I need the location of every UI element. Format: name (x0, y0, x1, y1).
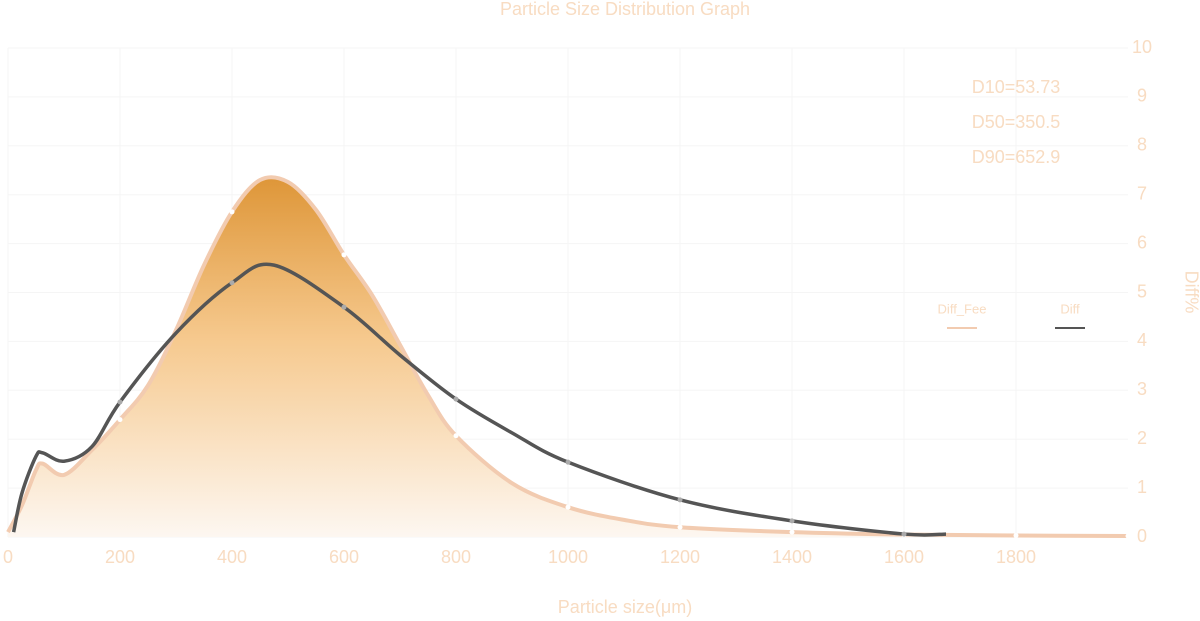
line (11, 262, 947, 537)
point (565, 504, 571, 510)
point (341, 304, 347, 310)
x-tick-label: 800 (441, 547, 471, 567)
point (117, 417, 123, 423)
annotation: D50=350.5 (972, 112, 1061, 132)
x-tick-label: 1200 (660, 547, 700, 567)
point (677, 524, 683, 530)
y-tick-label: 2 (1137, 428, 1147, 448)
x-tick-label: 1600 (884, 547, 924, 567)
y-tick-label: 6 (1137, 232, 1147, 252)
point (229, 209, 235, 215)
x-tick-label: 600 (329, 547, 359, 567)
y-tick-label: 9 (1137, 86, 1147, 106)
x-axis-label: Particle size(μm) (558, 597, 692, 617)
y-tick-label: 10 (1132, 37, 1152, 57)
x-tick-label: 400 (217, 547, 247, 567)
point (117, 399, 123, 405)
annotation: D90=652.9 (972, 147, 1061, 167)
y-tick-label: 0 (1137, 526, 1147, 546)
y-tick-label: 5 (1137, 281, 1147, 301)
point (1013, 533, 1019, 539)
point (453, 396, 459, 402)
annotation: D10=53.73 (972, 77, 1061, 97)
point (1125, 533, 1131, 539)
point (453, 433, 459, 439)
x-tick-label: 1000 (548, 547, 588, 567)
x-tick-label: 200 (105, 547, 135, 567)
legend-label: Diff_Fee (938, 301, 987, 316)
point (901, 531, 907, 537)
y-tick-label: 3 (1137, 379, 1147, 399)
x-tick-label: 0 (3, 547, 13, 567)
area (8, 177, 1128, 537)
y-tick-label: 4 (1137, 330, 1147, 350)
y-axis-label: Diff% (1181, 271, 1200, 314)
point (565, 459, 571, 465)
x-tick-label: 1800 (996, 547, 1036, 567)
y-tick-label: 8 (1137, 135, 1147, 155)
chart-title: Particle Size Distribution Graph (500, 0, 750, 19)
x-tick-label: 1400 (772, 547, 812, 567)
line (6, 175, 1129, 539)
y-tick-label: 1 (1137, 477, 1147, 497)
point (789, 529, 795, 535)
point (789, 518, 795, 524)
y-tick-label: 7 (1137, 183, 1147, 203)
point (677, 497, 683, 503)
legend-label: Diff (1060, 301, 1080, 316)
point (341, 252, 347, 258)
point (229, 280, 235, 286)
